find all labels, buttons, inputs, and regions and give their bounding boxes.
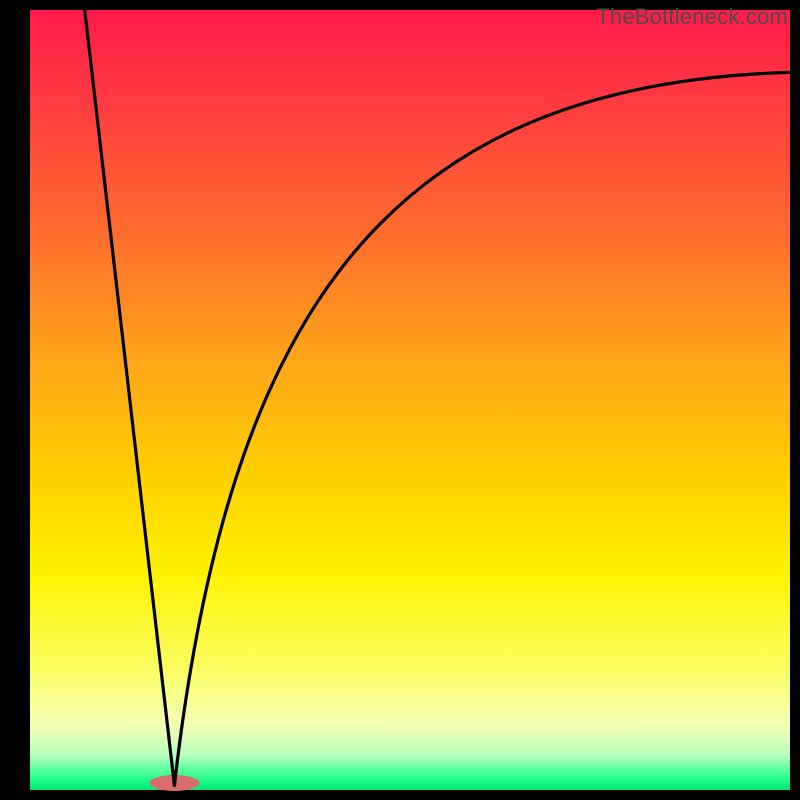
bottleneck-curve-ascending xyxy=(174,72,790,785)
chart-overlay xyxy=(0,0,800,800)
watermark-text: TheBottleneck.com xyxy=(596,4,788,30)
stage: TheBottleneck.com xyxy=(0,0,800,800)
bottleneck-curve-descending xyxy=(85,10,175,785)
